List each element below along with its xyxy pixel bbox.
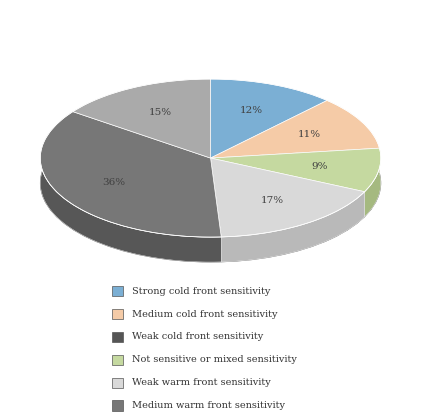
Polygon shape [327, 100, 379, 173]
Polygon shape [73, 79, 211, 136]
Text: 12%: 12% [240, 106, 263, 115]
Polygon shape [365, 148, 381, 217]
Text: 11%: 11% [297, 130, 321, 139]
Text: Medium warm front sensitivity: Medium warm front sensitivity [132, 401, 285, 410]
Polygon shape [211, 158, 365, 237]
Text: 17%: 17% [261, 196, 284, 205]
Text: Strong cold front sensitivity: Strong cold front sensitivity [132, 287, 271, 296]
Bar [112, 309, 123, 319]
Bar [112, 354, 123, 365]
Polygon shape [221, 192, 365, 262]
Bar [112, 378, 123, 388]
Polygon shape [211, 148, 381, 192]
Polygon shape [211, 79, 327, 158]
Text: Medium cold front sensitivity: Medium cold front sensitivity [132, 310, 278, 319]
Text: Not sensitive or mixed sensitivity: Not sensitive or mixed sensitivity [132, 355, 297, 364]
Text: Weak warm front sensitivity: Weak warm front sensitivity [132, 378, 271, 387]
Bar [112, 400, 123, 411]
Polygon shape [40, 111, 221, 262]
Text: Weak cold front sensitivity: Weak cold front sensitivity [132, 332, 263, 342]
Text: 15%: 15% [149, 108, 172, 117]
Polygon shape [73, 79, 211, 158]
Bar [112, 286, 123, 296]
Text: 9%: 9% [312, 162, 328, 171]
Bar [112, 332, 123, 342]
Polygon shape [211, 79, 327, 125]
Polygon shape [40, 111, 221, 237]
Text: 36%: 36% [102, 178, 125, 187]
Polygon shape [211, 100, 379, 158]
Ellipse shape [40, 104, 381, 262]
